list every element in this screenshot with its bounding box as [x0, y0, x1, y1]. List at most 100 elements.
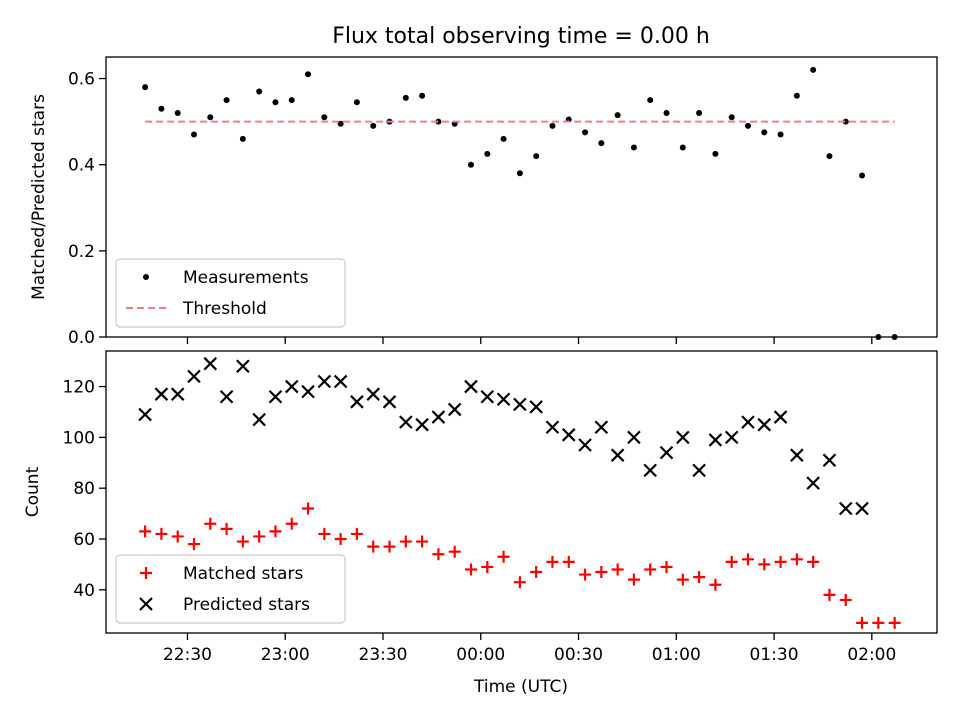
predicted-star-point	[236, 359, 250, 374]
matched-star-point	[807, 555, 820, 568]
predicted-star-point	[399, 415, 413, 429]
x-tick-label: 02:00	[847, 645, 896, 665]
predicted-star-point	[855, 501, 869, 516]
matched-star-point	[416, 535, 429, 548]
matched-star-point	[269, 525, 282, 538]
predicted-star-point	[806, 476, 820, 490]
matched-star-point	[774, 555, 787, 568]
measurement-point	[305, 71, 312, 78]
predicted-star-point	[154, 387, 169, 401]
predicted-star-point	[187, 369, 201, 384]
matched-star-point	[856, 616, 869, 629]
matched-star-point	[872, 616, 885, 629]
predicted-star-point	[773, 410, 788, 424]
measurement-point	[158, 105, 165, 112]
predicted-star-point	[447, 402, 462, 417]
matched-star-point	[187, 538, 200, 551]
measurement-point	[256, 88, 263, 95]
legend-box	[115, 258, 346, 328]
predicted-star-point	[496, 392, 511, 407]
predicted-star-point	[317, 374, 332, 389]
measurement-point	[842, 118, 849, 125]
matched-star-point	[204, 517, 217, 530]
predicted-star-point	[561, 428, 576, 442]
measurement-point	[793, 92, 800, 99]
measurement-point	[484, 150, 491, 157]
matched-star-point	[253, 530, 266, 543]
x-tick-label: 00:00	[456, 645, 505, 665]
legend-label: Matched stars	[183, 564, 303, 584]
measurement-point	[321, 114, 328, 121]
matched-star-point	[693, 571, 706, 584]
matched-star-point	[432, 548, 445, 561]
measurement-point	[859, 172, 866, 179]
matched-star-point	[611, 563, 624, 576]
y-tick-label: 40	[73, 581, 95, 601]
matched-star-point	[709, 578, 722, 591]
measurement-point	[761, 129, 768, 136]
measurement-point	[630, 144, 637, 151]
measurement-point	[142, 84, 149, 91]
x-tick-label: 23:00	[261, 645, 310, 665]
predicted-star-point	[350, 395, 364, 409]
predicted-star-point	[724, 430, 739, 445]
measurement-point	[239, 135, 246, 142]
matched-star-point	[481, 560, 494, 573]
matched-star-point	[741, 553, 754, 566]
matched-star-point	[644, 563, 657, 576]
measurement-point	[190, 131, 197, 138]
predicted-star-point	[431, 410, 446, 424]
matched-star-point	[155, 527, 168, 540]
matched-star-point	[676, 573, 689, 586]
predicted-star-point	[757, 417, 772, 432]
legend-label: Threshold	[182, 299, 267, 319]
measurement-point	[467, 161, 474, 168]
axes-frame	[105, 56, 938, 338]
measurement-point	[647, 97, 654, 104]
legend-predicted-swatch	[139, 597, 153, 611]
measurement-point	[712, 150, 719, 157]
predicted-star-point	[627, 430, 641, 445]
measurement-point	[435, 118, 442, 125]
predicted-star-point	[822, 453, 837, 468]
predicted-star-point	[382, 395, 397, 409]
measurement-point	[598, 140, 605, 147]
predicted-star-point	[643, 463, 658, 478]
y-tick-label: 60	[73, 530, 95, 550]
predicted-star-point	[415, 417, 429, 432]
predicted-star-point	[203, 356, 218, 371]
legend-matched-swatch	[140, 567, 152, 579]
legend: Measurements Threshold	[115, 258, 346, 328]
predicted-star-point	[268, 389, 283, 404]
matched-star-point	[350, 527, 363, 540]
predicted-star-point	[219, 389, 234, 404]
predicted-star-point	[480, 389, 495, 404]
measurement-point	[207, 114, 214, 121]
predicted-star-point	[578, 438, 592, 452]
predicted-star-point	[676, 430, 690, 445]
matched-star-point	[839, 593, 852, 606]
matched-star-point	[823, 588, 836, 601]
matched-star-point	[139, 525, 152, 538]
x-axis-label: Time (UTC)	[473, 677, 568, 697]
y-tick-label: 0.2	[68, 242, 95, 262]
predicted-star-point	[610, 448, 625, 462]
matched-star-point	[579, 568, 592, 581]
predicted-star-point	[529, 400, 543, 414]
y-axis-label: Matched/Predicted stars	[29, 94, 49, 300]
top-panel: 0.0 0.2 0.4 0.6 Matched/Predicted stars Measu…	[29, 56, 938, 348]
y-tick-label: 120	[63, 378, 95, 398]
legend-measurement-swatch	[143, 274, 149, 280]
measurement-point	[353, 99, 360, 106]
predicted-star-point	[594, 420, 609, 434]
measurement-point	[826, 153, 833, 160]
figure-title: Flux total observing time = 0.00 h	[332, 24, 710, 49]
axes-frame	[105, 350, 938, 634]
matched-star-point	[725, 555, 738, 568]
matched-star-point	[448, 545, 461, 558]
measurement-point	[402, 94, 409, 101]
measurement-point	[337, 120, 344, 127]
predicted-star-point	[252, 412, 266, 427]
y-tick-label: 0.4	[68, 156, 95, 176]
